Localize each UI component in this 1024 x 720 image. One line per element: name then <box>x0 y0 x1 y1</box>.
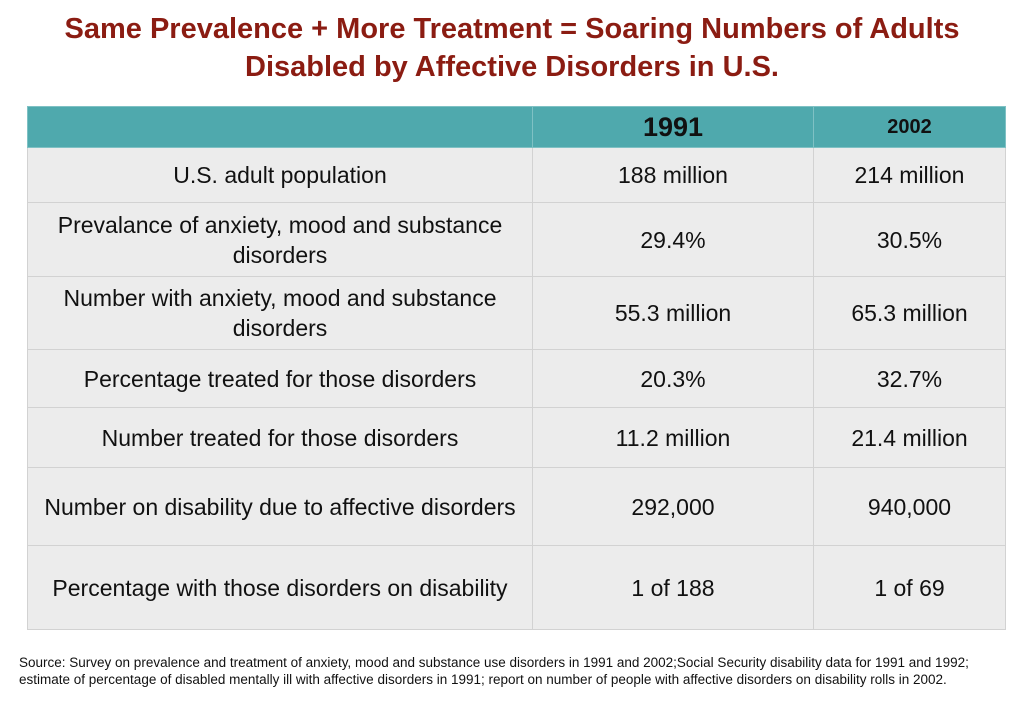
table-header-row: 1991 2002 <box>27 106 1006 148</box>
table-row: Percentage treated for those disorders 2… <box>27 349 1006 408</box>
row-label: Number treated for those disorders <box>27 407 533 468</box>
cell-1991: 55.3 million <box>532 276 814 350</box>
cell-1991: 1 of 188 <box>532 545 814 630</box>
row-label: Prevalance of anxiety, mood and substanc… <box>27 202 533 277</box>
table-row: Number treated for those disorders 11.2 … <box>27 407 1006 468</box>
row-label: Number with anxiety, mood and substance … <box>27 276 533 350</box>
cell-1991: 20.3% <box>532 349 814 408</box>
cell-2002: 214 million <box>813 147 1006 203</box>
cell-2002: 1 of 69 <box>813 545 1006 630</box>
header-label-cell <box>27 106 533 148</box>
table-row: Number with anxiety, mood and substance … <box>27 276 1006 350</box>
cell-2002: 940,000 <box>813 467 1006 546</box>
cell-2002: 21.4 million <box>813 407 1006 468</box>
cell-1991: 188 million <box>532 147 814 203</box>
header-1991: 1991 <box>532 106 814 148</box>
table-row: U.S. adult population 188 million 214 mi… <box>27 147 1006 203</box>
cell-2002: 30.5% <box>813 202 1006 277</box>
header-2002: 2002 <box>813 106 1006 148</box>
row-label: Percentage with those disorders on disab… <box>27 545 533 630</box>
table-row: Prevalance of anxiety, mood and substanc… <box>27 202 1006 277</box>
cell-1991: 29.4% <box>532 202 814 277</box>
cell-1991: 292,000 <box>532 467 814 546</box>
row-label: U.S. adult population <box>27 147 533 203</box>
cell-1991: 11.2 million <box>532 407 814 468</box>
source-note: Source: Survey on prevalence and treatme… <box>19 655 969 687</box>
table-row: Number on disability due to affective di… <box>27 467 1006 546</box>
slide-title: Same Prevalence + More Treatment = Soari… <box>0 10 1024 86</box>
cell-2002: 32.7% <box>813 349 1006 408</box>
row-label: Percentage treated for those disorders <box>27 349 533 408</box>
comparison-table: 1991 2002 U.S. adult population 188 mill… <box>27 106 1006 630</box>
title-line-2: Disabled by Affective Disorders in U.S. <box>245 51 779 83</box>
table-row: Percentage with those disorders on disab… <box>27 545 1006 630</box>
cell-2002: 65.3 million <box>813 276 1006 350</box>
title-line-1: Same Prevalence + More Treatment = Soari… <box>64 13 960 45</box>
row-label: Number on disability due to affective di… <box>27 467 533 546</box>
